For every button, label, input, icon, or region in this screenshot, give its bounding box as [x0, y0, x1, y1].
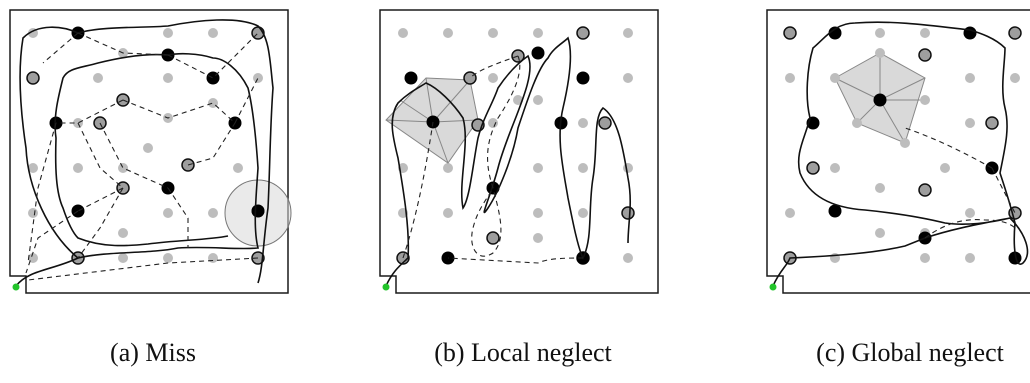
robot-path-solid — [772, 21, 1029, 287]
robot-path-solid — [15, 19, 274, 287]
region-dots-gray — [830, 48, 930, 148]
planned-path-dashed — [904, 127, 1016, 239]
room-outline — [379, 9, 659, 294]
panel-b-diagram — [379, 9, 659, 294]
start-marker — [12, 283, 20, 291]
caption-c: (c) Global neglect — [816, 338, 1004, 367]
start-marker — [382, 283, 390, 291]
room-outline — [766, 9, 1030, 294]
robot-path-solid — [385, 36, 632, 287]
robot-path-solid-inner — [54, 52, 260, 259]
panel-b — [378, 8, 668, 298]
panel-c — [765, 8, 1030, 298]
start-marker — [769, 283, 777, 291]
room-outline — [9, 9, 289, 294]
caption-b: (b) Local neglect — [434, 338, 612, 367]
neglect-region-spokes — [385, 77, 479, 164]
panel-a-diagram — [9, 9, 292, 294]
target-dots-visited — [783, 26, 1022, 265]
planned-path-dashed — [402, 55, 584, 264]
caption-a: (a) Miss — [110, 338, 196, 367]
target-dots-gray — [28, 28, 263, 263]
planned-path-dashed — [25, 32, 259, 281]
panel-c-diagram — [766, 9, 1030, 294]
target-dots-gray — [398, 28, 633, 263]
panel-a — [8, 8, 298, 298]
target-dots-black — [806, 26, 1022, 265]
missed-target-dot — [251, 204, 265, 218]
